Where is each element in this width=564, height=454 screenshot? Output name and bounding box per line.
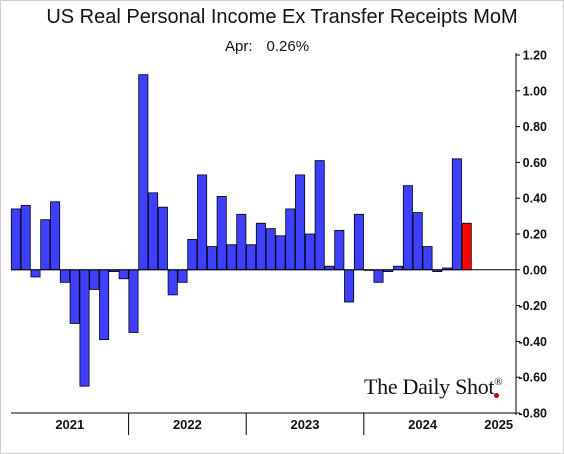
- bar: [99, 269, 110, 341]
- y-tick-label: 0.80: [523, 120, 547, 134]
- bar: [50, 201, 61, 271]
- bar: [197, 174, 208, 271]
- year-label: 2022: [173, 417, 202, 432]
- y-tick-label: 1.00: [523, 84, 547, 98]
- y-tick-label: 0.20: [523, 228, 547, 242]
- chart-title: US Real Personal Income Ex Transfer Rece…: [46, 6, 518, 28]
- bar: [118, 269, 129, 280]
- bar: [157, 206, 168, 271]
- bar: [255, 222, 266, 271]
- bar: [128, 269, 139, 333]
- bar: [295, 174, 306, 271]
- y-tick-label: -0.20: [519, 299, 548, 313]
- year-label: 2023: [291, 417, 320, 432]
- bar: [304, 233, 315, 271]
- bar: [226, 244, 237, 271]
- year-label: 2024: [408, 417, 438, 432]
- bar: [275, 235, 286, 271]
- bar: [451, 158, 462, 271]
- bar: [40, 219, 51, 271]
- y-tick-label: -0.80: [519, 407, 548, 421]
- annotation-value: 0.26%: [266, 38, 310, 55]
- bar: [148, 192, 159, 271]
- bar: [324, 265, 335, 271]
- watermark-dot: [494, 393, 499, 398]
- bar: [59, 269, 70, 283]
- axes-group: 1.20 1.00 0.80 0.60 0.40 0.20 0.00 -0.20 -0.40 -0…: [11, 49, 548, 435]
- bar: [236, 213, 247, 271]
- bar: [402, 185, 413, 271]
- bar: [20, 204, 31, 271]
- bar: [314, 160, 325, 271]
- latest-value-annotation: Apr: 0.26%: [225, 38, 309, 55]
- year-label: 2021: [55, 417, 84, 432]
- bar: [353, 213, 364, 271]
- bar: [285, 208, 296, 271]
- bar: [265, 228, 276, 271]
- bars-group: [10, 74, 472, 387]
- y-tick-label: -0.60: [519, 371, 548, 385]
- bar: [412, 212, 423, 271]
- bar: [334, 230, 345, 271]
- bar: [246, 244, 257, 271]
- bar: [344, 269, 355, 303]
- latest-bar: [461, 222, 472, 271]
- bar: [10, 208, 21, 271]
- watermark-mark: ®: [494, 376, 503, 388]
- y-tick-label: 0.00: [523, 263, 547, 277]
- bar: [30, 269, 41, 278]
- bar: [206, 246, 217, 271]
- y-tick-label: 1.20: [523, 49, 547, 63]
- watermark: The Daily Shot®: [364, 374, 503, 400]
- watermark-text: The Daily Shot: [364, 374, 495, 399]
- bar: [69, 269, 80, 324]
- y-tick-label: 0.40: [523, 192, 547, 206]
- bar: [89, 269, 100, 290]
- bar: [187, 238, 198, 271]
- bar: [422, 246, 433, 271]
- annotation-label: Apr:: [225, 38, 253, 55]
- bar: [216, 196, 227, 271]
- bar: [373, 269, 384, 283]
- bar: [79, 269, 90, 387]
- year-label: 2025: [484, 417, 513, 432]
- y-tick-label: -0.40: [519, 335, 548, 349]
- bar: [138, 74, 149, 271]
- bar: [393, 265, 404, 271]
- bar: [177, 269, 188, 283]
- y-tick-label: 0.60: [523, 156, 547, 170]
- bar: [167, 269, 178, 296]
